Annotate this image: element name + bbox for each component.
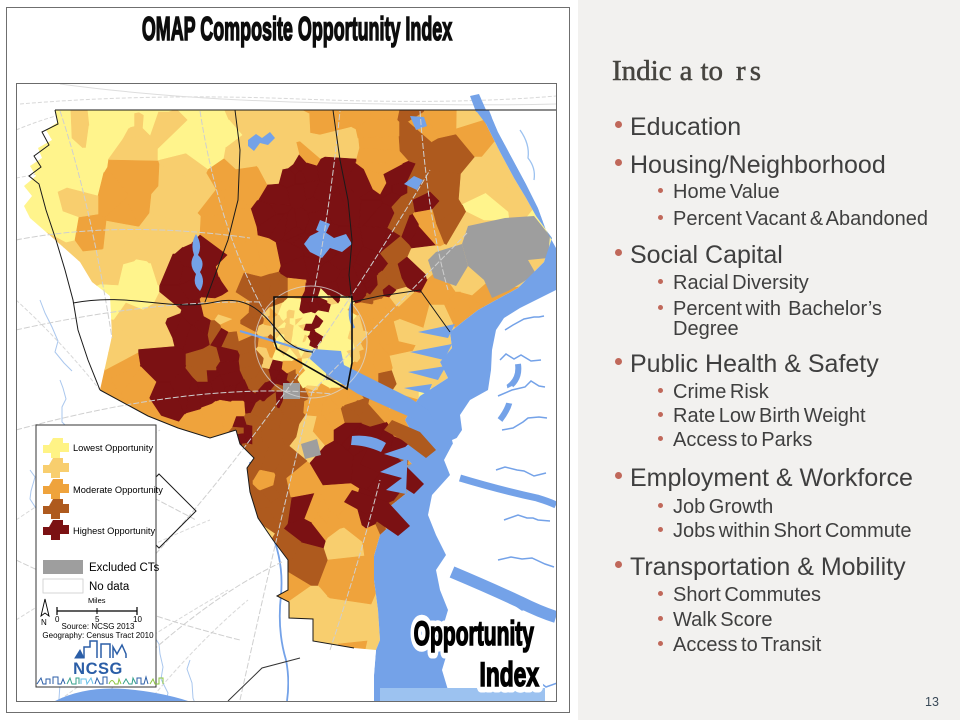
svg-text:Excluded CTs: Excluded CTs — [89, 562, 160, 574]
svg-text:10: 10 — [133, 615, 142, 624]
svg-text:Lowest Opportunity: Lowest Opportunity — [73, 443, 153, 453]
svg-text:5: 5 — [95, 615, 100, 624]
svg-text:Index: Index — [480, 656, 540, 694]
svg-text:Miles: Miles — [88, 596, 106, 605]
svg-text:0: 0 — [55, 615, 60, 624]
svg-text:NCSG: NCSG — [73, 660, 123, 678]
svg-text:N: N — [41, 618, 47, 627]
svg-text:Highest Opportunity: Highest Opportunity — [73, 526, 156, 536]
svg-text:Geography: Census Tract 2010: Geography: Census Tract 2010 — [42, 631, 154, 640]
svg-text:Index: Index — [480, 656, 540, 694]
svg-text:Source: NCSG 2013: Source: NCSG 2013 — [62, 622, 135, 631]
svg-text:No data: No data — [89, 581, 130, 593]
svg-text:Opportunity: Opportunity — [414, 615, 534, 654]
svg-text:Opportunity: Opportunity — [414, 615, 534, 654]
svg-text:Moderate Opportunity: Moderate Opportunity — [73, 485, 163, 495]
